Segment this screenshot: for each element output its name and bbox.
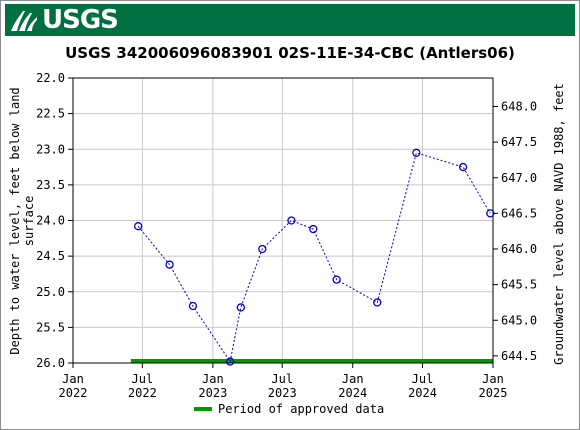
right-tick-label: 645.0 [501,313,537,327]
x-tick-label-year: 2022 [59,386,88,400]
series-line [137,152,491,363]
legend-label: Period of approved data [218,402,384,416]
right-tick-label: 645.5 [501,278,537,292]
right-tick-label: 646.5 [501,206,537,220]
left-tick-label: 23.0 [36,142,65,156]
data-point [133,222,143,231]
right-tick-label: 648.0 [501,100,537,114]
right-tick-label: 646.0 [501,242,537,256]
x-tick-label-month: Jul [412,372,434,386]
data-point [458,162,468,172]
data-point [287,216,296,225]
x-tick-label-year: 2023 [268,386,297,400]
right-tick-label: 647.0 [501,171,537,185]
data-point [309,224,318,234]
data-point [165,260,174,269]
left-tick-label: 26.0 [36,356,65,370]
usgs-banner: USGS [5,4,575,36]
usgs-logo[interactable]: USGS [9,5,119,35]
left-axis-title-line2: surface [22,196,36,247]
left-axis-title-line1: Depth to water level, feet below land [8,87,22,354]
data-point [258,244,267,254]
right-axis-title: Groundwater level above NAVD 1988, feet [552,83,566,365]
x-tick-label-month: Jan [482,372,504,386]
chart-title: USGS 342006096083901 02S-11E-34-CBC (Ant… [65,44,515,62]
right-tick-label: 647.5 [501,135,537,149]
usgs-logo-text: USGS [42,5,119,35]
x-tick-label-year: 2024 [408,386,437,400]
x-tick-label-month: Jul [132,372,154,386]
left-tick-label: 22.0 [36,71,65,85]
left-tick-label: 22.5 [36,107,65,121]
x-tick-label-year: 2023 [198,386,227,400]
data-point [412,148,421,157]
left-tick-label: 24.0 [36,214,65,228]
data-point [332,275,341,284]
data-point [236,303,245,312]
x-tick-label-month: Jan [62,372,84,386]
right-tick-label: 644.5 [501,349,537,363]
data-point [188,301,198,311]
x-tick-label-year: 2025 [479,386,508,400]
left-tick-label: 23.5 [36,178,65,192]
x-tick-label-month: Jul [271,372,293,386]
x-tick-label-month: Jan [342,372,364,386]
usgs-logo-icon [11,11,37,31]
x-tick-label-year: 2024 [338,386,367,400]
data-point [373,298,382,307]
data-point [486,209,495,218]
left-tick-label: 25.0 [36,285,65,299]
x-tick-label-year: 2022 [128,386,157,400]
left-tick-label: 24.5 [36,249,65,263]
left-tick-label: 25.5 [36,320,65,334]
x-tick-label-month: Jan [202,372,224,386]
data-point [225,357,235,366]
